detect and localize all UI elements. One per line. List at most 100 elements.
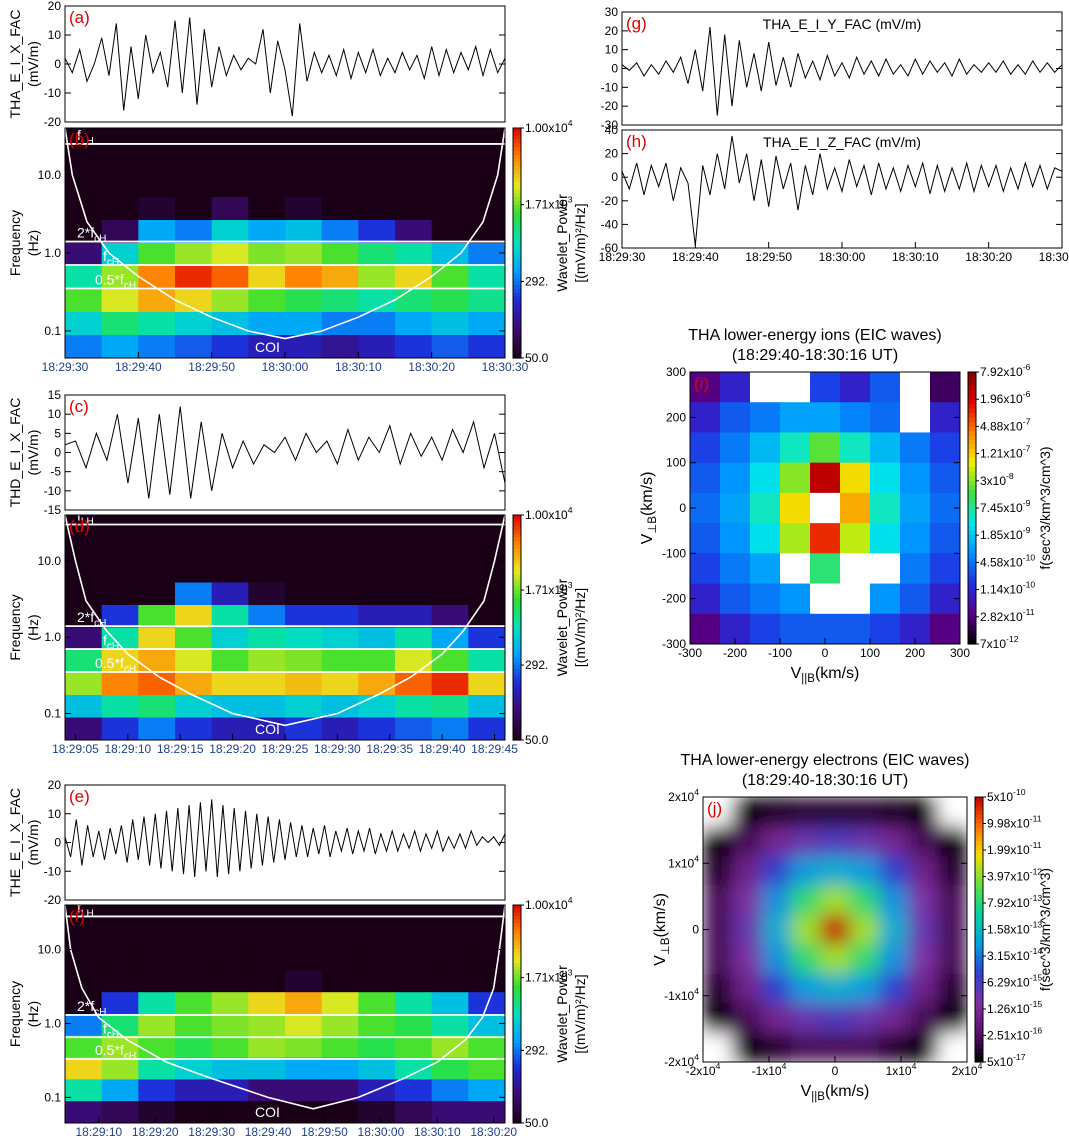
colorbar-swatch — [975, 797, 983, 803]
cell — [395, 1035, 433, 1059]
cell — [65, 128, 103, 152]
colorbar-swatch — [513, 620, 521, 625]
cell — [358, 220, 396, 244]
cell — [101, 197, 139, 221]
text-part: 18:29:40 — [245, 1125, 292, 1139]
cell — [937, 973, 967, 1004]
y-tick-label: -20 — [44, 893, 62, 907]
colorbar-swatch — [975, 920, 983, 926]
text-part: 0 — [822, 646, 829, 660]
x-tick-label: 200 — [905, 646, 925, 660]
colorbar-swatch — [975, 876, 983, 882]
text-part: 7.92x10 — [987, 896, 1030, 910]
cell — [937, 885, 967, 916]
colorbar-swatch — [513, 944, 521, 950]
cell — [248, 695, 286, 719]
cell — [321, 650, 359, 674]
cell — [761, 797, 792, 828]
y-tick-label: 15 — [48, 388, 62, 402]
cell — [908, 944, 939, 975]
text-part: -15 — [1030, 973, 1043, 983]
colorbar-swatch — [975, 978, 983, 984]
cell — [285, 695, 323, 719]
cell — [468, 582, 505, 606]
y-tick-label: 1x104 — [668, 853, 699, 870]
cell — [431, 717, 469, 740]
reference-label: fLH — [77, 899, 94, 919]
cell — [395, 1101, 433, 1123]
text-part: 18:30:20 — [408, 360, 455, 374]
cell — [321, 1079, 359, 1102]
text-part: -100 — [662, 546, 686, 560]
colorbar-swatch — [513, 915, 521, 921]
text-part: -60 — [601, 241, 619, 255]
colorbar-swatch — [975, 911, 983, 917]
colorbar-swatch — [513, 177, 521, 183]
cell — [101, 243, 139, 267]
text-part: -20 — [44, 115, 62, 129]
cell — [175, 289, 213, 313]
colorbar-swatch — [975, 925, 983, 931]
cell — [321, 627, 359, 651]
colorbar-swatch — [513, 327, 521, 332]
cell — [431, 151, 469, 175]
colorbar-swatch — [975, 1026, 983, 1032]
cell — [900, 523, 931, 554]
text-part: 20 — [48, 0, 62, 13]
cell — [248, 151, 286, 175]
x-tick-label: 18:30:30 — [1039, 250, 1069, 264]
text-part: f — [103, 248, 107, 264]
y-tick-label: 10 — [48, 28, 62, 42]
colorbar-swatch — [968, 430, 976, 437]
text-part: 10 — [48, 407, 62, 421]
cell — [211, 717, 249, 740]
colorbar-swatch — [968, 372, 976, 378]
cell — [431, 992, 469, 1015]
colorbar-swatch — [513, 200, 521, 206]
cell — [431, 650, 469, 674]
colorbar-swatch — [513, 300, 521, 305]
text-part: 0.1 — [44, 324, 61, 338]
cell — [211, 1057, 249, 1080]
colorbar-swatch — [975, 872, 983, 878]
cell — [840, 583, 871, 615]
cell — [431, 605, 469, 629]
colorbar-swatch — [975, 845, 983, 851]
text-part: -2x10 — [664, 1055, 694, 1069]
text-part: 0 — [832, 1064, 839, 1078]
text-part: 2x10 — [952, 1064, 978, 1078]
cell — [358, 992, 396, 1015]
colorbar-tick-label: 1.14x10-10 — [980, 580, 1035, 597]
cell — [358, 515, 396, 539]
cell — [761, 944, 792, 975]
cell — [870, 553, 901, 585]
colorbar-swatch — [513, 197, 521, 202]
colorbar-swatch — [513, 937, 521, 942]
colorbar-swatch — [513, 1057, 521, 1062]
colorbar-swatch — [513, 597, 521, 602]
cell — [65, 695, 103, 719]
cell — [175, 717, 213, 740]
y-tick-label: -1x104 — [664, 986, 699, 1003]
colorbar-swatch — [513, 981, 521, 986]
cell — [468, 695, 505, 719]
colorbar-swatch — [513, 181, 521, 187]
colorbar-swatch — [513, 239, 521, 244]
cell — [395, 1057, 433, 1080]
cell — [431, 312, 469, 336]
text-part: -10 — [44, 86, 62, 100]
colorbar-swatch — [513, 912, 521, 917]
text-part: LH — [81, 517, 94, 528]
colorbar-swatch — [513, 346, 521, 351]
cell — [468, 717, 505, 740]
text-part: 18:29:20 — [132, 1125, 179, 1139]
cell — [285, 174, 323, 198]
colorbar-tick-label: 50.0 — [525, 733, 549, 747]
text-part: 1.71x10 — [525, 198, 568, 212]
cell — [138, 948, 176, 971]
cell — [285, 650, 323, 674]
cell — [761, 885, 792, 916]
y-axis-title: (Hz) — [25, 230, 41, 256]
cell — [138, 335, 176, 358]
